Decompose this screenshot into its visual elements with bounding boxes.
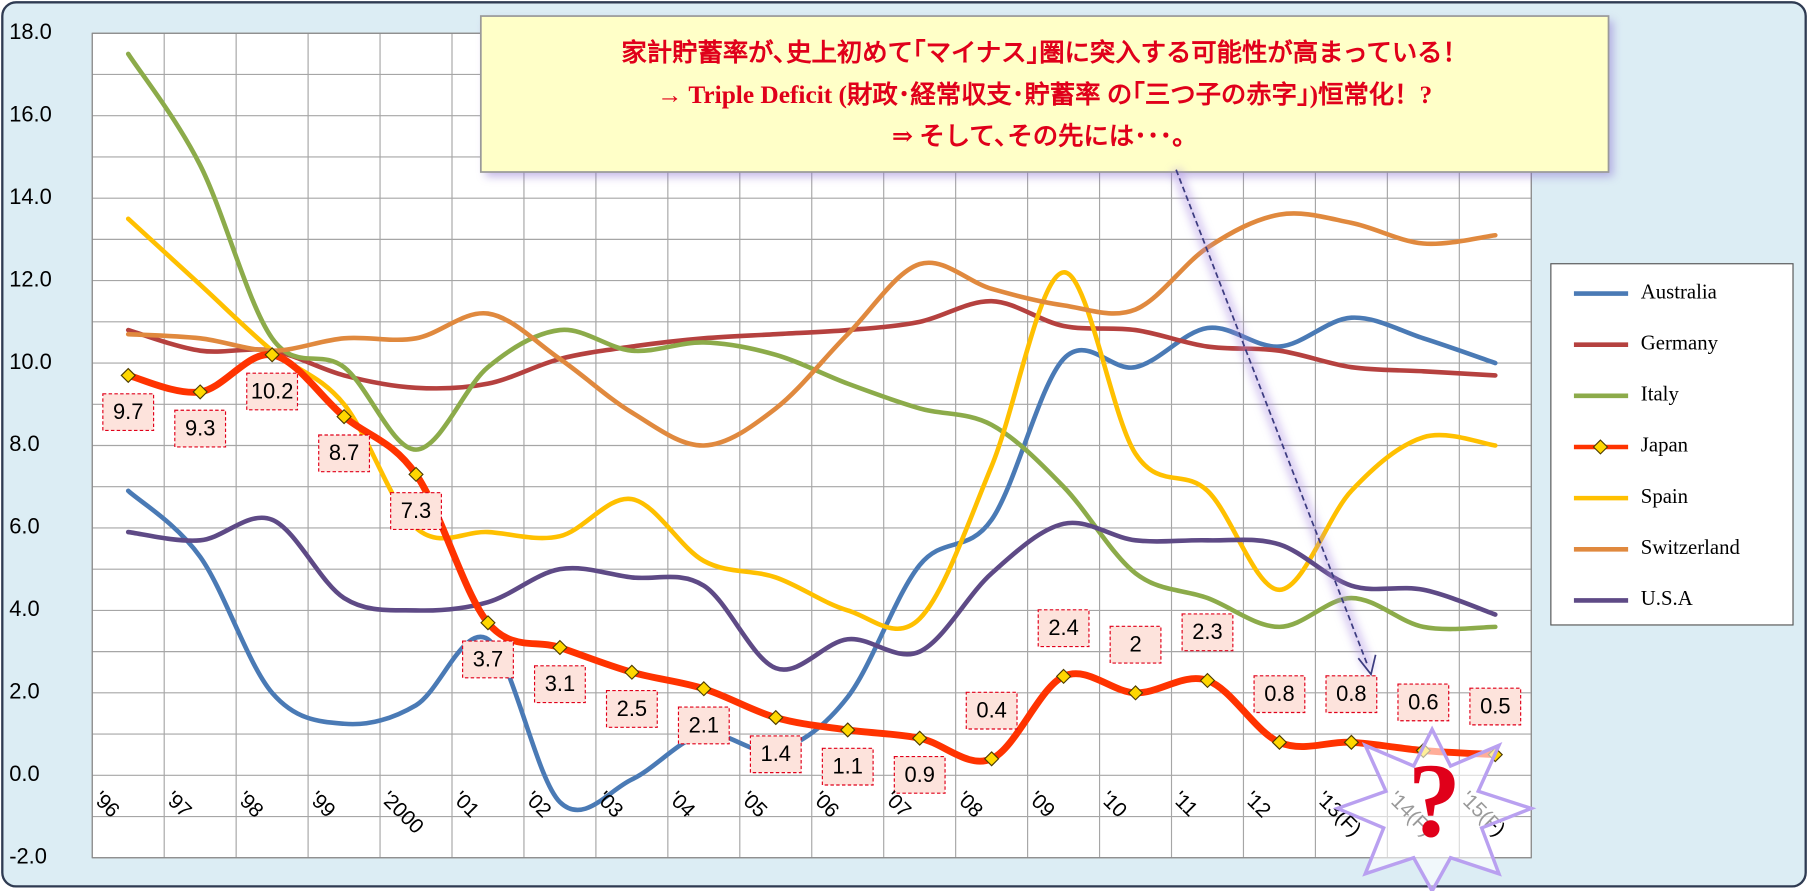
- legend-label: Italy: [1641, 384, 1680, 406]
- y-tick-label: 16.0: [9, 102, 52, 127]
- data-label: 2: [1129, 632, 1141, 657]
- question-mark: ?: [1408, 742, 1461, 859]
- data-label: 0.9: [904, 762, 934, 787]
- data-label: 3.1: [545, 671, 575, 696]
- data-label: 2.3: [1192, 619, 1222, 644]
- y-tick-label: 0.0: [9, 761, 39, 786]
- legend-label: Japan: [1641, 435, 1689, 457]
- data-label: 10.2: [251, 378, 294, 403]
- data-label: 0.5: [1480, 693, 1510, 718]
- data-label: 3.7: [473, 646, 503, 671]
- data-label: 8.7: [329, 440, 359, 465]
- legend-label: Australia: [1641, 281, 1717, 303]
- callout-line: 家計貯蓄率が､史上初めて｢マイナス｣圏に突入する可能性が高まっている！: [621, 38, 1467, 67]
- data-label: 1.4: [761, 741, 791, 766]
- y-tick-label: 8.0: [9, 431, 39, 456]
- data-label: 2.1: [689, 712, 719, 737]
- y-tick-label: 6.0: [9, 514, 39, 539]
- y-tick-label: 2.0: [9, 679, 39, 704]
- data-label: 0.4: [976, 698, 1006, 723]
- data-label: 0.6: [1408, 689, 1438, 714]
- y-tick-label: -2.0: [9, 844, 47, 869]
- legend-label: Spain: [1641, 486, 1689, 508]
- callout-line: → Triple Deficit (財政･経常収支･貯蓄率 の｢三つ子の赤字｣)…: [657, 80, 1432, 109]
- legend-label: Germany: [1641, 332, 1719, 354]
- y-tick-label: 10.0: [9, 349, 52, 374]
- data-label: 9.3: [185, 416, 215, 441]
- data-label: 2.4: [1048, 615, 1078, 640]
- chart: 9.7 9.3 10.2 8.7 7.3 3.7 3.1 2.5 2.1 1.4 1.1 0.9 0.4…: [0, 0, 1808, 891]
- legend-label: Switzerland: [1641, 537, 1741, 559]
- data-label: 1.1: [833, 754, 863, 779]
- y-tick-label: 18.0: [9, 19, 52, 44]
- y-tick-label: 4.0: [9, 596, 39, 621]
- data-label: 7.3: [401, 498, 431, 523]
- y-tick-label: 12.0: [9, 266, 52, 291]
- data-label: 2.5: [617, 696, 647, 721]
- data-label: 0.8: [1336, 681, 1366, 706]
- y-tick-label: 14.0: [9, 184, 52, 209]
- data-label: 0.8: [1264, 681, 1294, 706]
- legend-label: U.S.A: [1641, 588, 1693, 610]
- data-label: 9.7: [113, 399, 143, 424]
- callout-line: ⇒ そして､その先には･･･。: [892, 123, 1198, 151]
